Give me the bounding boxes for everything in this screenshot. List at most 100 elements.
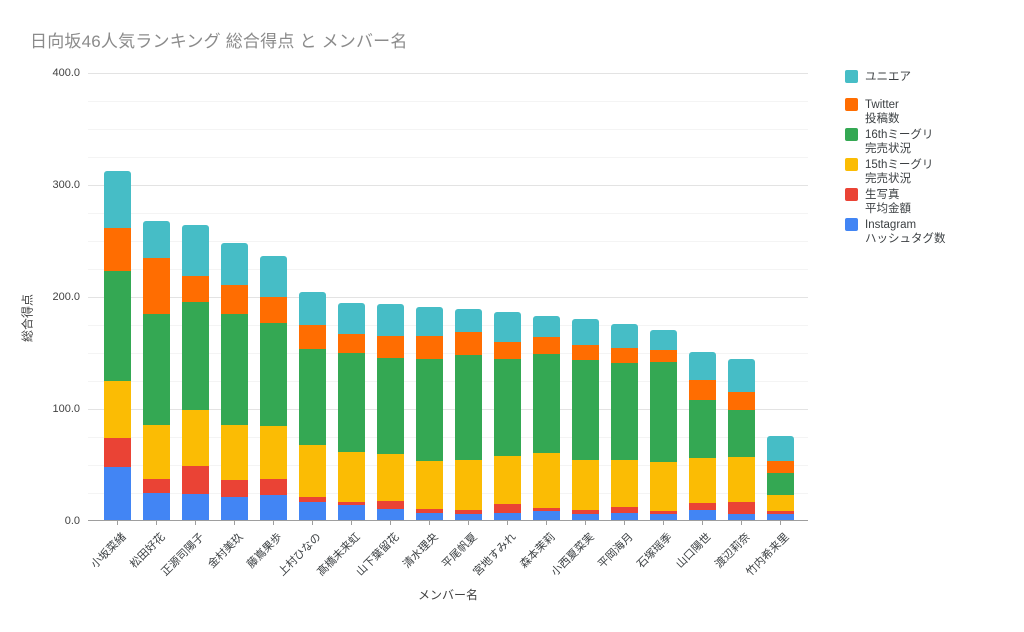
bar-segment [338, 353, 365, 452]
x-axis-tick [156, 521, 157, 525]
bar [650, 329, 677, 520]
bar-segment [650, 329, 677, 350]
bar [533, 316, 560, 520]
bar-segment [416, 460, 443, 509]
bar-segment [299, 502, 326, 520]
gridline-minor [88, 436, 808, 438]
bar [572, 319, 599, 520]
bar-segment [104, 438, 131, 468]
bar-segment [260, 297, 287, 324]
bar-segment [494, 341, 521, 359]
bar-segment [182, 225, 209, 276]
bar-segment [494, 358, 521, 457]
bar-segment [533, 507, 560, 511]
bar-segment [299, 291, 326, 326]
gridline-minor [88, 492, 808, 494]
legend-label: Twitter 投稿数 [865, 99, 900, 125]
gridline-minor [88, 240, 808, 242]
bar-segment [767, 460, 794, 473]
y-axis-tick-label: 100.0 [52, 403, 80, 415]
bar-segment [572, 359, 599, 460]
gridline-minor [88, 156, 808, 158]
bar-segment [533, 511, 560, 520]
bar-segment [650, 511, 677, 515]
bar-segment [533, 354, 560, 453]
legend-label: ユニエア [865, 71, 911, 83]
bar-segment [611, 506, 638, 514]
bar-segment [299, 496, 326, 503]
gridline-minor [88, 464, 808, 466]
gridline-major [88, 184, 808, 186]
bar-segment [221, 496, 248, 520]
bar-segment [689, 400, 716, 459]
legend-item: Twitter 投稿数 [845, 98, 946, 126]
bar [689, 352, 716, 520]
bar-segment [728, 514, 755, 520]
bar-segment [572, 459, 599, 510]
bar-segment [611, 324, 638, 348]
gridline-minor [88, 212, 808, 214]
bar-segment [767, 472, 794, 496]
bar-segment [455, 509, 482, 515]
legend-label: Instagram ハッシュタグ数 [865, 219, 946, 245]
bar-segment [455, 459, 482, 510]
bar-segment [689, 503, 716, 510]
bar [767, 436, 794, 520]
x-axis-tick [273, 521, 274, 525]
x-axis-label: 清水理央 [400, 531, 441, 571]
bar-segment [494, 504, 521, 514]
bar-segment [104, 170, 131, 228]
legend-item: 15thミーグリ 完売状況 [845, 158, 946, 186]
bar-segment [338, 302, 365, 335]
bar-segment [572, 345, 599, 360]
bar-segment [455, 355, 482, 460]
gridline-minor [88, 268, 808, 270]
x-axis-baseline [88, 520, 808, 521]
bar-segment [338, 334, 365, 354]
bar [182, 225, 209, 520]
x-axis-tick [780, 521, 781, 525]
bar-segment [221, 243, 248, 285]
x-axis-label: 山口陽世 [673, 531, 714, 571]
x-axis-tick [429, 521, 430, 525]
bar-segment [650, 349, 677, 363]
bar-segment [182, 410, 209, 467]
gridline-major [88, 72, 808, 74]
bar-segment [260, 255, 287, 298]
bar-segment [260, 495, 287, 520]
bar [104, 170, 131, 520]
gridline-minor [88, 100, 808, 102]
bar-segment [455, 514, 482, 520]
bar-segment [455, 331, 482, 356]
legend-item: 16thミーグリ 完売状況 [845, 128, 946, 156]
bar-segment [572, 509, 599, 515]
bar-segment [299, 325, 326, 349]
bar-segment [416, 307, 443, 337]
x-axis-tick [117, 521, 118, 525]
bar-segment [767, 436, 794, 461]
bar-segment [494, 311, 521, 342]
x-axis-tick [507, 521, 508, 525]
bar-segment [377, 357, 404, 455]
bar-segment [143, 220, 170, 258]
bar-segment [299, 445, 326, 497]
chart-title: 日向坂46人気ランキング 総合得点 と メンバー名 [30, 32, 408, 51]
bar-segment [611, 363, 638, 460]
bar-segment [143, 257, 170, 314]
x-axis-title: メンバー名 [417, 588, 479, 602]
x-axis-tick [234, 521, 235, 525]
x-axis-label: 小坂菜緒 [88, 531, 129, 571]
bar-segment [767, 514, 794, 520]
bar-segment [689, 352, 716, 381]
bar-segment [377, 508, 404, 520]
bar-segment [104, 467, 131, 520]
bar-segment [260, 478, 287, 496]
bar-segment [143, 478, 170, 494]
gridline-minor [88, 380, 808, 382]
bar-segment [572, 319, 599, 346]
bar [728, 358, 755, 520]
bar-segment [728, 392, 755, 411]
bar-segment [416, 508, 443, 514]
bar-segment [650, 362, 677, 462]
bar-segment [299, 348, 326, 446]
